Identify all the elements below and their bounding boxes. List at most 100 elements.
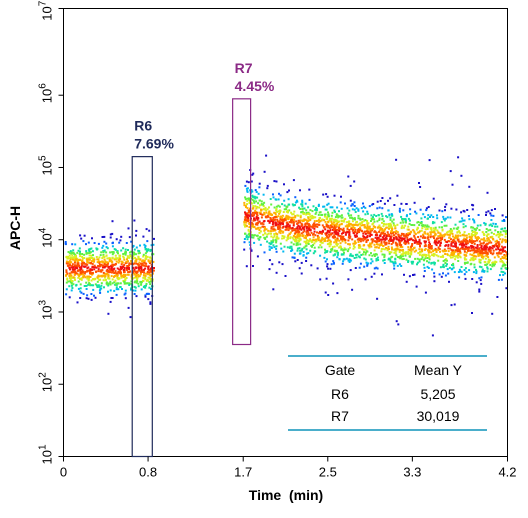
event-dot xyxy=(310,217,313,220)
event-dot xyxy=(398,251,401,253)
event-dot xyxy=(270,240,273,243)
event-dot xyxy=(367,232,370,235)
event-dot xyxy=(442,217,445,220)
event-dot xyxy=(351,229,354,232)
event-dot xyxy=(123,268,126,271)
event-dot xyxy=(132,289,135,292)
event-dot xyxy=(394,231,396,234)
event-dot xyxy=(358,223,361,226)
event-dot xyxy=(451,239,454,242)
event-dot xyxy=(136,280,139,283)
event-dot xyxy=(388,242,391,245)
event-dot xyxy=(300,203,303,206)
event-dot xyxy=(434,249,437,251)
event-dot xyxy=(70,289,73,292)
gate-r6-box[interactable] xyxy=(131,156,153,458)
event-dot xyxy=(385,234,388,237)
event-dot xyxy=(104,273,107,275)
event-dot xyxy=(385,235,388,238)
event-dot xyxy=(353,205,356,207)
event-dot xyxy=(376,237,378,240)
event-dot xyxy=(368,225,371,228)
event-dot xyxy=(364,278,367,281)
event-dot xyxy=(269,198,272,200)
event-dot xyxy=(65,293,68,296)
event-dot xyxy=(457,271,460,273)
event-dot xyxy=(383,256,386,259)
event-dot xyxy=(497,255,500,258)
event-dot xyxy=(105,251,108,254)
gate-r7-box[interactable] xyxy=(232,98,252,346)
event-dot xyxy=(363,265,366,268)
event-dot xyxy=(150,263,153,266)
event-dot xyxy=(382,225,385,228)
event-dot xyxy=(117,252,119,255)
event-dot xyxy=(329,267,332,270)
event-dot xyxy=(294,232,297,235)
event-dot xyxy=(390,246,393,249)
event-dot xyxy=(382,244,385,247)
event-dot xyxy=(128,264,131,267)
event-dot xyxy=(252,205,255,208)
event-dot xyxy=(271,223,274,226)
event-dot xyxy=(321,218,324,221)
event-dot xyxy=(144,278,147,281)
event-dot xyxy=(473,230,476,233)
event-dot xyxy=(68,260,71,263)
event-dot xyxy=(108,282,111,285)
event-dot xyxy=(70,252,73,255)
event-dot xyxy=(375,215,378,217)
event-dot xyxy=(399,255,402,258)
event-dot xyxy=(381,236,384,239)
event-dot xyxy=(426,260,428,263)
event-dot xyxy=(486,246,489,249)
event-dot xyxy=(460,220,463,223)
event-dot xyxy=(109,251,112,254)
event-dot xyxy=(270,232,272,235)
event-dot xyxy=(402,233,405,235)
event-dot xyxy=(340,195,342,198)
event-dot xyxy=(272,288,275,291)
event-dot xyxy=(494,208,496,210)
event-dot xyxy=(81,261,84,264)
event-dot xyxy=(405,240,408,243)
event-dot xyxy=(356,224,359,227)
event-dot xyxy=(348,229,351,231)
event-dot xyxy=(387,239,390,242)
event-dot xyxy=(142,268,145,271)
event-dot xyxy=(146,279,149,282)
event-dot xyxy=(335,214,338,217)
event-dot xyxy=(494,225,497,228)
event-dot xyxy=(125,242,128,244)
stats-row-gate: R7 xyxy=(331,408,349,424)
event-dot xyxy=(469,249,472,252)
event-dot xyxy=(378,240,381,242)
event-dot xyxy=(450,231,452,234)
event-dot xyxy=(462,219,465,222)
event-dot xyxy=(391,248,394,251)
event-dot xyxy=(468,269,471,272)
event-dot xyxy=(86,260,89,263)
event-dot xyxy=(393,204,396,206)
event-dot xyxy=(130,283,133,285)
event-dot xyxy=(405,203,408,205)
event-dot xyxy=(340,220,343,222)
event-dot xyxy=(97,284,100,287)
event-dot xyxy=(315,211,318,214)
event-dot xyxy=(416,231,419,234)
event-dot xyxy=(448,280,450,283)
event-dot xyxy=(432,254,435,257)
event-dot xyxy=(475,249,478,252)
event-dot xyxy=(460,270,463,273)
event-dot xyxy=(472,226,475,229)
event-dot xyxy=(340,237,342,240)
event-dot xyxy=(426,228,429,230)
event-dot xyxy=(85,250,88,253)
event-dot xyxy=(252,172,255,175)
event-dot xyxy=(503,219,506,221)
event-dot xyxy=(375,257,378,260)
event-dot xyxy=(99,254,102,257)
event-dot xyxy=(394,232,397,235)
event-dot xyxy=(246,213,249,216)
event-dot xyxy=(473,248,476,251)
